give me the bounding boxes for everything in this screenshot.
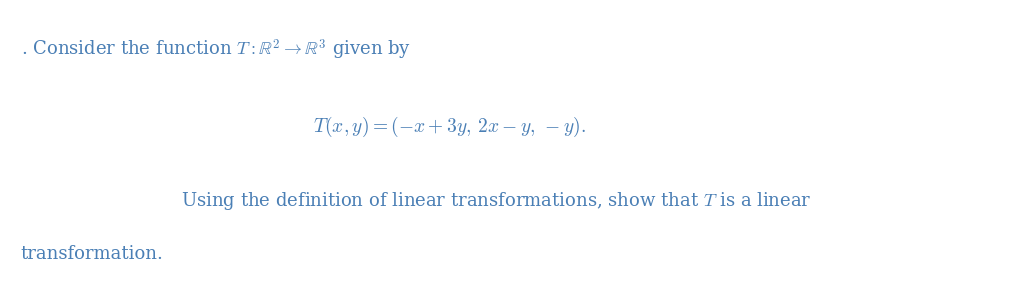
Text: transformation.: transformation. xyxy=(21,245,163,263)
Text: . Consider the function $T : \mathbb{R}^2 \rightarrow \mathbb{R}^3$ given by: . Consider the function $T : \mathbb{R}^… xyxy=(21,37,411,62)
Text: $T(x, y) = (-x + 3y,\, 2x - y,\, -y).$: $T(x, y) = (-x + 3y,\, 2x - y,\, -y).$ xyxy=(313,115,586,139)
Text: Using the definition of linear transformations, show that $T$ is a linear: Using the definition of linear transform… xyxy=(181,190,811,213)
